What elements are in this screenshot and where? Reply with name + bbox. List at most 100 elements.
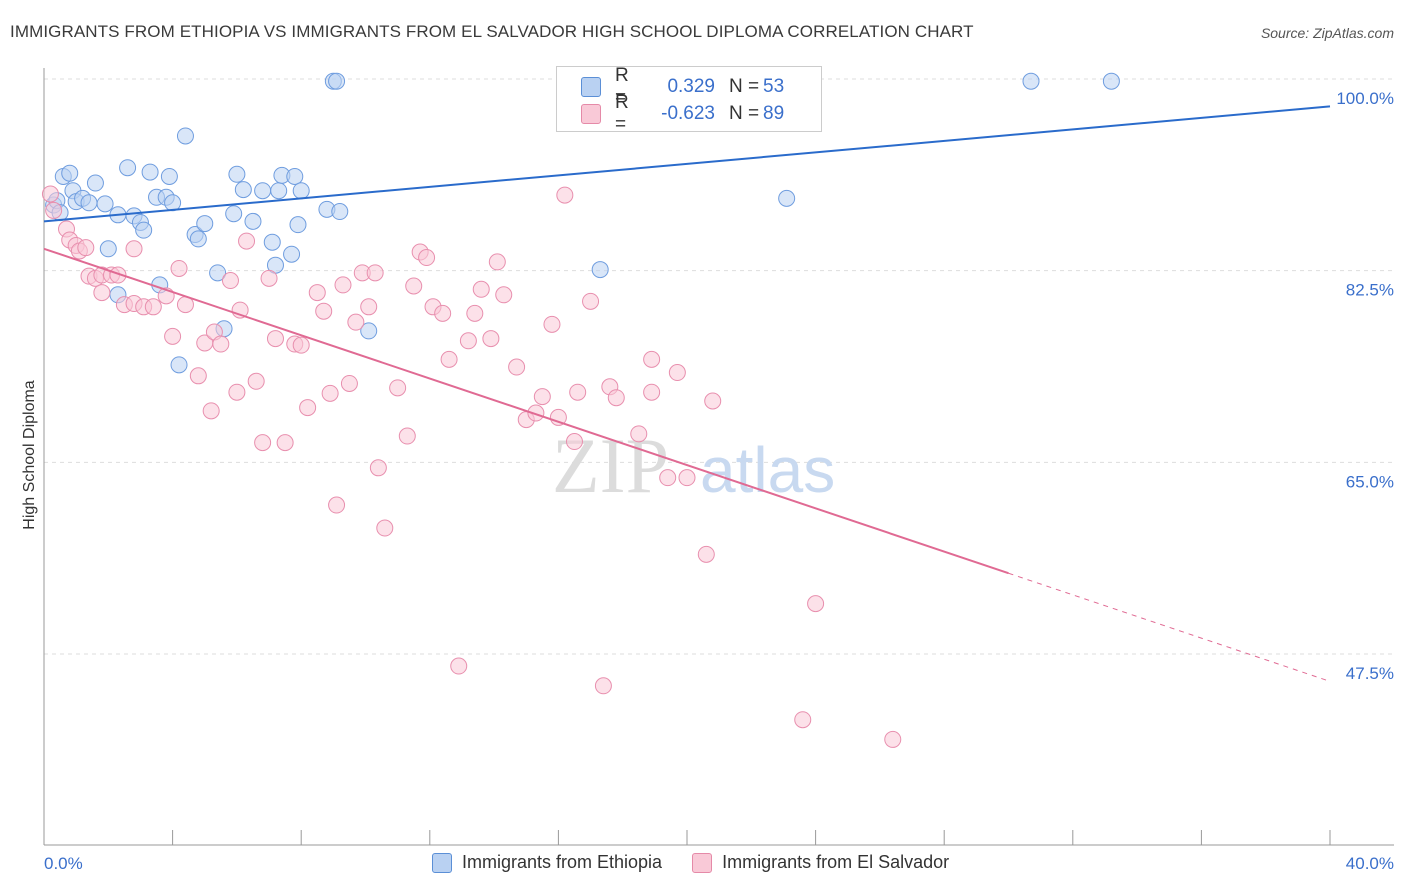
salvador-point	[376, 519, 394, 537]
salvador-point	[472, 280, 490, 298]
salvador-point	[228, 383, 246, 401]
ethiopia-point	[591, 261, 609, 279]
ethiopia-point	[328, 72, 346, 90]
salvador-point	[170, 259, 188, 277]
y-tick-label: 65.0%	[1346, 472, 1394, 491]
salvador-point	[360, 298, 378, 316]
ethiopia-point	[196, 215, 214, 233]
ethiopia-point	[119, 159, 137, 177]
gridlines	[44, 78, 1394, 655]
ethiopia-point	[283, 245, 301, 263]
ethiopia-point	[189, 230, 207, 248]
salvador-point	[569, 383, 587, 401]
ethiopia-point	[1022, 72, 1040, 90]
salvador-point	[533, 388, 551, 406]
salvador-point	[347, 313, 365, 331]
ethiopia-point	[286, 167, 304, 185]
series-swatch-salvador	[692, 852, 713, 873]
salvador-point	[266, 330, 284, 348]
salvador-point	[292, 336, 310, 354]
salvador-point	[556, 186, 574, 204]
salvador-point	[459, 332, 477, 350]
legend-n-value-salvador: 89	[763, 103, 785, 124]
ethiopia-point	[80, 194, 98, 212]
watermark: ZIP atlas	[552, 422, 835, 509]
ethiopia-point	[778, 189, 796, 207]
salvador-point	[884, 730, 902, 748]
salvador-point	[321, 384, 339, 402]
salvador-point	[527, 404, 545, 422]
legend-n-label: N =	[729, 103, 760, 124]
y-tick-label: 82.5%	[1346, 281, 1394, 300]
salvador-point	[389, 379, 407, 397]
salvador-point	[45, 201, 63, 219]
salvador-point	[41, 185, 59, 203]
salvador-point	[488, 253, 506, 271]
salvador-point	[308, 284, 326, 302]
salvador-point	[659, 469, 677, 487]
ethiopia-point	[96, 195, 114, 213]
series-label-ethiopia: Immigrants from Ethiopia	[462, 852, 663, 872]
salvador-point	[440, 350, 458, 368]
salvador-point	[405, 277, 423, 295]
salvador-point	[125, 240, 143, 258]
ethiopia-point	[254, 182, 272, 200]
legend-n-label: N =	[729, 76, 760, 97]
watermark-atlas: atlas	[700, 434, 835, 506]
salvador-point	[794, 711, 812, 729]
salvador-point	[276, 434, 294, 452]
salvador-point	[466, 304, 484, 322]
salvador-point	[189, 367, 207, 385]
series-legend: Immigrants from Ethiopia Immigrants from…	[432, 852, 979, 873]
salvador-point	[807, 595, 825, 613]
salvador-point	[495, 286, 513, 304]
legend-swatch-salvador	[581, 104, 601, 124]
salvador-point	[212, 335, 230, 353]
salvador-point	[543, 315, 561, 333]
ethiopia-point	[170, 356, 188, 374]
salvador-point	[238, 232, 256, 250]
salvador-point	[254, 434, 272, 452]
salvador-point	[77, 239, 95, 257]
legend-swatch-ethiopia	[581, 77, 601, 97]
legend-r-label: R =	[615, 65, 629, 108]
legend-r-value-salvador: -0.623	[661, 103, 715, 124]
salvador-point	[93, 284, 111, 302]
salvador-point	[704, 392, 722, 410]
salvador-point	[678, 469, 696, 487]
ethiopia-point	[289, 216, 307, 234]
series-legend-item-ethiopia: Immigrants from Ethiopia	[432, 852, 662, 873]
trend-lines	[43, 105, 1331, 682]
legend-row-salvador: R = -0.623 N = 89	[581, 92, 785, 135]
ethiopia-point	[1102, 72, 1120, 90]
ethiopia-point	[99, 240, 117, 258]
ethiopia-point	[292, 182, 310, 200]
ethiopia-point	[135, 221, 153, 239]
salvador-point	[369, 459, 387, 477]
series-label-salvador: Immigrants from El Salvador	[722, 852, 950, 872]
y-tick-label: 100.0%	[1336, 89, 1394, 108]
series-legend-item-salvador: Immigrants from El Salvador	[692, 852, 949, 873]
ethiopia-trend-line	[43, 105, 1331, 223]
salvador-point	[643, 383, 661, 401]
salvador-point	[582, 292, 600, 310]
series-swatch-ethiopia	[432, 852, 452, 873]
x-tick-label-min: 0.0%	[44, 854, 83, 873]
salvador-point	[334, 276, 352, 294]
ethiopia-point	[270, 182, 288, 200]
legend-r-label: R =	[615, 92, 629, 135]
x-tick-label-max: 40.0%	[1346, 854, 1394, 873]
salvador-point	[594, 677, 612, 695]
ethiopia-point	[360, 322, 378, 340]
salvador-point	[340, 374, 358, 392]
y-tick-labels: 47.5% 65.0% 82.5% 100.0%	[1336, 89, 1394, 683]
salvador-point	[164, 327, 182, 345]
salvador-point	[434, 304, 452, 322]
chart-title: IMMIGRANTS FROM ETHIOPIA VS IMMIGRANTS F…	[10, 22, 974, 41]
ethiopia-point	[331, 203, 349, 221]
salvador-point	[299, 399, 317, 417]
salvador-point	[643, 350, 661, 368]
salvador-point	[508, 358, 526, 376]
salvador-point	[398, 427, 416, 445]
salvador-point	[630, 425, 648, 443]
